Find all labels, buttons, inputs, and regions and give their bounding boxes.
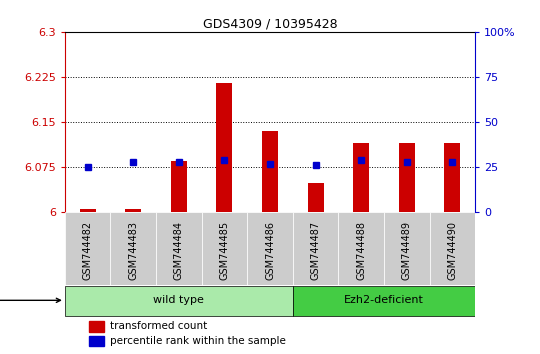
FancyBboxPatch shape bbox=[247, 212, 293, 285]
Text: GSM744484: GSM744484 bbox=[174, 221, 184, 280]
FancyBboxPatch shape bbox=[430, 212, 475, 285]
Text: genotype/variation: genotype/variation bbox=[0, 295, 60, 305]
Text: GSM744489: GSM744489 bbox=[402, 221, 412, 280]
FancyBboxPatch shape bbox=[110, 212, 156, 285]
FancyBboxPatch shape bbox=[65, 212, 110, 285]
Text: GSM744485: GSM744485 bbox=[219, 221, 230, 280]
Bar bbox=[171, 161, 187, 212]
FancyBboxPatch shape bbox=[201, 212, 247, 285]
FancyBboxPatch shape bbox=[293, 212, 339, 285]
FancyBboxPatch shape bbox=[65, 286, 293, 316]
Title: GDS4309 / 10395428: GDS4309 / 10395428 bbox=[202, 18, 338, 31]
FancyBboxPatch shape bbox=[339, 212, 384, 285]
Text: GSM744490: GSM744490 bbox=[448, 221, 457, 280]
Text: transformed count: transformed count bbox=[110, 321, 207, 331]
Bar bbox=[444, 143, 461, 212]
FancyBboxPatch shape bbox=[156, 212, 201, 285]
Bar bbox=[308, 183, 323, 212]
Bar bbox=[90, 321, 104, 332]
Bar bbox=[90, 336, 104, 346]
Bar bbox=[399, 143, 415, 212]
FancyBboxPatch shape bbox=[384, 212, 430, 285]
Bar bbox=[79, 209, 96, 212]
Bar bbox=[353, 143, 369, 212]
Text: percentile rank within the sample: percentile rank within the sample bbox=[110, 336, 286, 346]
Bar bbox=[262, 131, 278, 212]
Bar bbox=[217, 83, 232, 212]
Bar bbox=[125, 209, 141, 212]
Text: GSM744487: GSM744487 bbox=[310, 221, 321, 280]
Text: GSM744486: GSM744486 bbox=[265, 221, 275, 280]
Text: Ezh2-deficient: Ezh2-deficient bbox=[344, 295, 424, 305]
Text: GSM744482: GSM744482 bbox=[83, 221, 92, 280]
FancyBboxPatch shape bbox=[293, 286, 475, 316]
Text: GSM744488: GSM744488 bbox=[356, 221, 366, 280]
Text: GSM744483: GSM744483 bbox=[128, 221, 138, 280]
Text: wild type: wild type bbox=[153, 295, 204, 305]
